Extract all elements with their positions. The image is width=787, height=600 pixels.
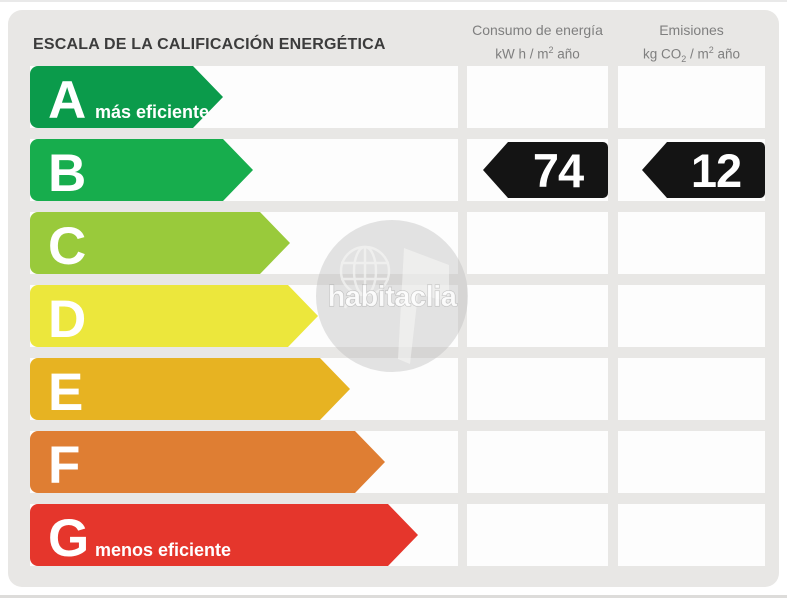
consumption-unit-post: año	[553, 46, 580, 62]
value-tag: 12	[642, 142, 765, 198]
rating-row: A más eficiente	[30, 66, 773, 128]
rating-arrow-body: G menos eficiente	[30, 504, 388, 566]
rating-row: C	[30, 212, 773, 274]
rating-arrow: G menos eficiente	[30, 504, 418, 566]
emissions-label: Emisiones	[659, 22, 724, 38]
emissions-unit: kg CO2 / m2 año	[610, 40, 773, 69]
rating-letter: D	[48, 290, 87, 349]
rating-row: F	[30, 431, 773, 493]
rating-arrow: A más eficiente	[30, 66, 223, 128]
rating-arrow-body: D	[30, 285, 288, 347]
value-tag-body: 74	[508, 142, 608, 198]
value-tag-body: 12	[667, 142, 765, 198]
rating-arrow-body: F	[30, 431, 355, 493]
emissions-cell	[618, 431, 765, 493]
rating-note: más eficiente	[95, 102, 210, 122]
rating-arrow-tip-icon	[193, 66, 223, 128]
rating-arrow-tip-icon	[355, 431, 385, 493]
rating-arrow: F	[30, 431, 385, 493]
consumption-cell	[467, 66, 608, 128]
rating-letter: B	[48, 144, 87, 203]
rating-arrow-tip-icon	[223, 139, 253, 201]
consumption-cell	[467, 358, 608, 420]
panel-title: ESCALA DE LA CALIFICACIÓN ENERGÉTICA	[33, 36, 386, 53]
emissions-cell: 12	[618, 139, 765, 201]
consumption-cell	[467, 212, 608, 274]
rating-letter: C	[48, 217, 87, 276]
rating-row: D	[30, 285, 773, 347]
rating-arrow: D	[30, 285, 318, 347]
emissions-column-header: Emisiones kg CO2 / m2 año	[610, 20, 773, 69]
consumption-column-header: Consumo de energía kW h / m2 año	[467, 20, 608, 65]
rating-row: E	[30, 358, 773, 420]
consumption-label: Consumo de energía	[472, 22, 603, 38]
consumption-cell: 74	[467, 139, 608, 201]
rating-row: B 74 12	[30, 139, 773, 201]
value-tag: 74	[483, 142, 608, 198]
rating-note: menos eficiente	[95, 540, 232, 560]
rating-arrow: E	[30, 358, 350, 420]
rating-arrow-tip-icon	[320, 358, 350, 420]
emissions-unit-post: año	[713, 46, 741, 62]
consumption-unit-sup: 2	[548, 45, 554, 55]
rating-arrow-body: E	[30, 358, 320, 420]
consumption-cell	[467, 285, 608, 347]
consumption-cell	[467, 431, 608, 493]
rating-arrow: B	[30, 139, 253, 201]
emissions-cell	[618, 285, 765, 347]
value-tag-tip-icon	[642, 142, 667, 198]
value-tag-tip-icon	[483, 142, 508, 198]
page-bottom-divider	[0, 595, 787, 598]
rating-row: G menos eficiente	[30, 504, 773, 566]
rating-letter: F	[48, 436, 81, 495]
energy-scale-panel: ESCALA DE LA CALIFICACIÓN ENERGÉTICA Con…	[8, 10, 779, 587]
rating-arrow-tip-icon	[260, 212, 290, 274]
consumption-unit-pre: kW h / m	[495, 46, 549, 62]
scale-rows: A más eficiente B	[30, 66, 773, 566]
rating-arrow-body: C	[30, 212, 260, 274]
rating-arrow-tip-icon	[288, 285, 318, 347]
rating-letter: A	[48, 71, 87, 130]
emissions-cell	[618, 212, 765, 274]
emissions-unit-mid: / m	[686, 46, 709, 62]
rating-letter: E	[48, 363, 84, 422]
rating-letter: G	[48, 509, 90, 568]
value-number: 12	[690, 143, 742, 197]
consumption-unit: kW h / m2 año	[467, 40, 608, 65]
emissions-cell	[618, 504, 765, 566]
emissions-unit-sub: 2	[681, 54, 687, 65]
emissions-cell	[618, 358, 765, 420]
emissions-unit-pre: kg CO	[642, 46, 682, 62]
rating-arrow-body: B	[30, 139, 223, 201]
rating-arrow: C	[30, 212, 290, 274]
page-top-divider	[0, 0, 787, 2]
value-number: 74	[532, 143, 584, 197]
rating-arrow-tip-icon	[388, 504, 418, 566]
emissions-unit-sup: 2	[708, 45, 714, 55]
consumption-cell	[467, 504, 608, 566]
rating-arrow-body: A más eficiente	[30, 66, 209, 130]
emissions-cell	[618, 66, 765, 128]
